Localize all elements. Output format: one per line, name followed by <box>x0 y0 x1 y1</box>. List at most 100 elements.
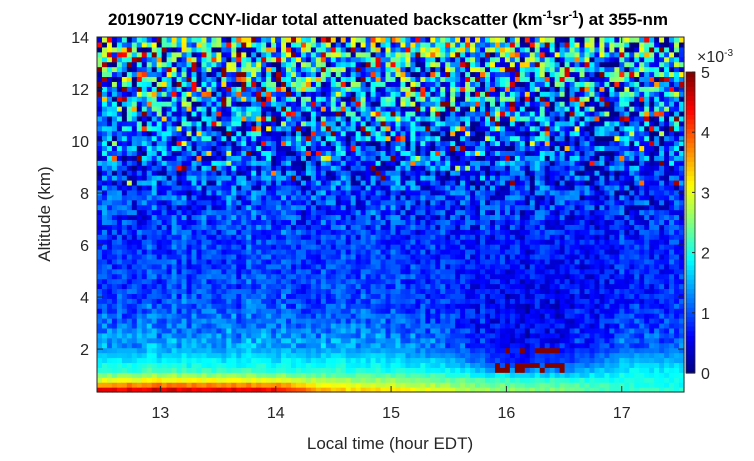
heatmap-cell <box>246 263 252 270</box>
heatmap-cell <box>400 101 407 107</box>
heatmap-cell <box>196 337 203 344</box>
heatmap-cell <box>126 115 133 122</box>
heatmap-cell <box>166 313 173 319</box>
heatmap-cell <box>121 37 128 43</box>
heatmap-cell <box>380 387 387 393</box>
heatmap-cell <box>106 37 113 43</box>
heatmap-cell <box>320 219 327 225</box>
heatmap-cell <box>420 342 426 349</box>
heatmap-cell <box>380 372 387 378</box>
heatmap-cell <box>385 175 392 181</box>
heatmap-cell <box>216 96 222 102</box>
heatmap-cell <box>320 337 327 344</box>
heatmap-cell <box>425 125 431 132</box>
heatmap-cell <box>151 56 158 63</box>
heatmap-cell <box>315 362 322 368</box>
heatmap-cell <box>136 214 143 221</box>
heatmap-cell <box>380 209 387 216</box>
heatmap-cell <box>395 224 402 230</box>
heatmap-cell <box>126 322 133 329</box>
heatmap-cell <box>226 184 232 191</box>
heatmap-cell <box>236 382 242 388</box>
heatmap-cell <box>116 352 123 359</box>
heatmap-cell <box>320 170 327 176</box>
heatmap-cell <box>385 160 392 166</box>
heatmap-cell <box>201 140 208 147</box>
heatmap-cell <box>186 66 193 73</box>
heatmap-cell <box>106 357 113 364</box>
heatmap-cell <box>216 125 222 132</box>
heatmap-cell <box>380 377 387 383</box>
heatmap-cell <box>256 293 262 299</box>
heatmap-cell <box>310 110 317 117</box>
heatmap-cell <box>310 170 317 176</box>
heatmap-cell <box>166 283 173 290</box>
heatmap-cell <box>201 273 208 280</box>
heatmap-cell <box>166 308 173 314</box>
heatmap-cell <box>435 56 441 63</box>
heatmap-cell <box>141 125 148 132</box>
heatmap-cell <box>271 244 277 250</box>
heatmap-cell <box>415 377 421 383</box>
heatmap-cell <box>360 71 367 78</box>
heatmap-cell <box>126 273 133 280</box>
heatmap-cell <box>241 244 247 250</box>
heatmap-cell <box>256 263 262 270</box>
heatmap-cell <box>295 160 302 166</box>
heatmap-cell <box>116 347 123 354</box>
heatmap-cell <box>216 332 222 339</box>
heatmap-cell <box>126 209 133 216</box>
heatmap-cell <box>325 347 332 354</box>
heatmap-cell <box>211 372 217 378</box>
heatmap-cell <box>350 135 357 142</box>
heatmap-cell <box>390 253 397 260</box>
heatmap-cell <box>340 298 347 304</box>
heatmap-cell <box>146 367 153 373</box>
heatmap-cell <box>425 61 431 68</box>
heatmap-cell <box>385 219 392 225</box>
heatmap-cell <box>131 318 138 324</box>
heatmap-cell <box>221 115 227 122</box>
heatmap-cell <box>291 249 297 255</box>
heatmap-cell <box>380 150 387 156</box>
heatmap-cell <box>126 199 133 206</box>
heatmap-cell <box>211 130 217 137</box>
heatmap-cell <box>281 352 287 359</box>
heatmap-cell <box>350 125 357 132</box>
heatmap-cell <box>241 229 247 235</box>
heatmap-cell <box>161 303 168 309</box>
heatmap-cell <box>156 41 163 48</box>
heatmap-cell <box>370 357 377 364</box>
heatmap-cell <box>101 86 108 92</box>
heatmap-cell <box>345 214 352 221</box>
heatmap-cell <box>400 308 407 314</box>
heatmap-cell <box>360 268 367 275</box>
heatmap-cell <box>231 239 237 245</box>
heatmap-cell <box>430 352 436 359</box>
heatmap-cell <box>405 229 411 235</box>
heatmap-cell <box>241 249 247 255</box>
heatmap-cell <box>420 367 426 373</box>
heatmap-cell <box>186 268 193 275</box>
heatmap-cell <box>355 332 362 339</box>
heatmap-cell <box>166 115 173 122</box>
heatmap-cell <box>350 101 357 107</box>
heatmap-cell <box>380 41 387 48</box>
heatmap-cell <box>340 71 347 78</box>
heatmap-cell <box>410 209 416 216</box>
heatmap-cell <box>246 347 252 354</box>
heatmap-cell <box>246 194 252 201</box>
heatmap-cell <box>410 337 416 344</box>
heatmap-cell <box>186 170 193 176</box>
heatmap-cell <box>211 214 217 221</box>
heatmap-cell <box>350 150 357 156</box>
heatmap-cell <box>221 41 227 48</box>
heatmap-cell <box>226 332 232 339</box>
heatmap-cell <box>310 150 317 156</box>
heatmap-cell <box>176 229 183 235</box>
heatmap-cell <box>355 283 362 290</box>
heatmap-cell <box>395 357 402 364</box>
heatmap-cell <box>171 318 178 324</box>
heatmap-cell <box>385 37 392 43</box>
heatmap-cell <box>211 382 217 388</box>
